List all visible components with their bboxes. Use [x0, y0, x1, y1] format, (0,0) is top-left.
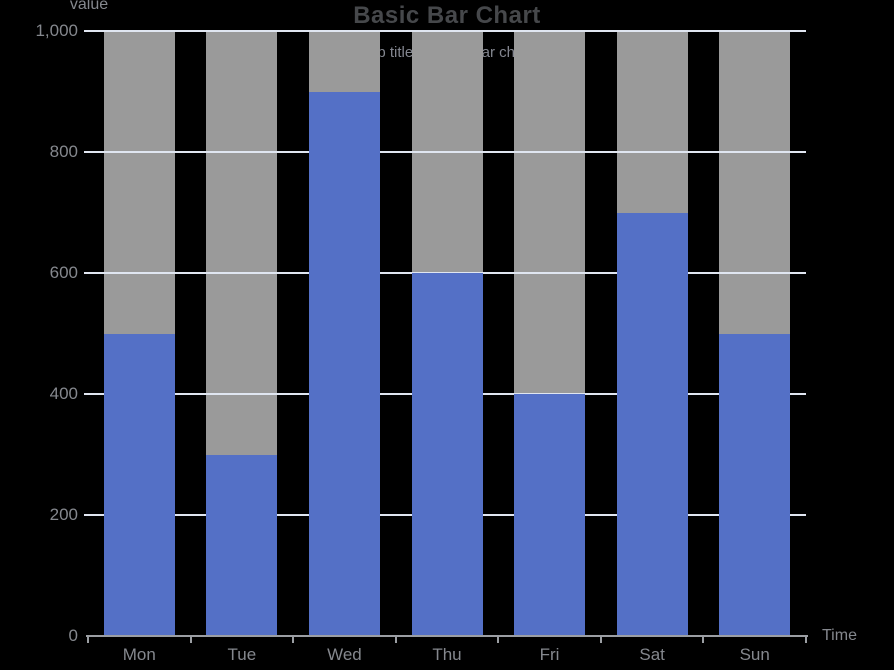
bar-sat[interactable] [616, 212, 688, 636]
y-tick-label-200: 200 [49, 505, 78, 524]
x-axis-line [86, 635, 808, 637]
x-axis-tick-1 [189, 637, 192, 643]
x-category-label-tue: Tue [227, 645, 257, 664]
y-tick-label-0: 0 [68, 626, 78, 645]
y-axis-name: value [69, 0, 109, 13]
y-tick-label-600: 600 [49, 263, 78, 282]
y-tick-label-800: 800 [49, 142, 78, 161]
x-category-label-thu: Thu [432, 645, 462, 664]
y-tick-label-400: 400 [49, 384, 78, 403]
bar-wed[interactable] [308, 91, 380, 636]
bar-thu[interactable] [411, 273, 483, 636]
x-axis-tick-5 [599, 637, 602, 643]
x-axis-tick-3 [394, 637, 397, 643]
x-category-label-mon: Mon [122, 645, 156, 664]
x-category-label-fri: Fri [539, 645, 560, 664]
bar-tue[interactable] [206, 454, 278, 636]
gridline-800 [84, 151, 806, 153]
x-axis-tick-6 [702, 637, 705, 643]
x-axis-tick-0 [87, 637, 89, 643]
bar-sun[interactable] [719, 333, 791, 636]
x-axis-tick-7 [805, 637, 807, 643]
x-category-label-wed: Wed [327, 645, 362, 664]
bar-mon[interactable] [103, 333, 175, 636]
x-category-label-sat: Sat [639, 645, 665, 664]
x-axis-name: Time [822, 627, 857, 644]
bar-fri[interactable] [514, 394, 586, 636]
chart-title: Basic Bar Chart [353, 2, 541, 29]
x-axis-tick-4 [497, 637, 500, 643]
plot-area [84, 30, 806, 636]
y-tick-label-1000: 1,000 [35, 21, 78, 40]
x-category-label-sun: Sun [739, 645, 770, 664]
gridline-1000 [84, 30, 806, 32]
x-axis-tick-2 [292, 637, 295, 643]
